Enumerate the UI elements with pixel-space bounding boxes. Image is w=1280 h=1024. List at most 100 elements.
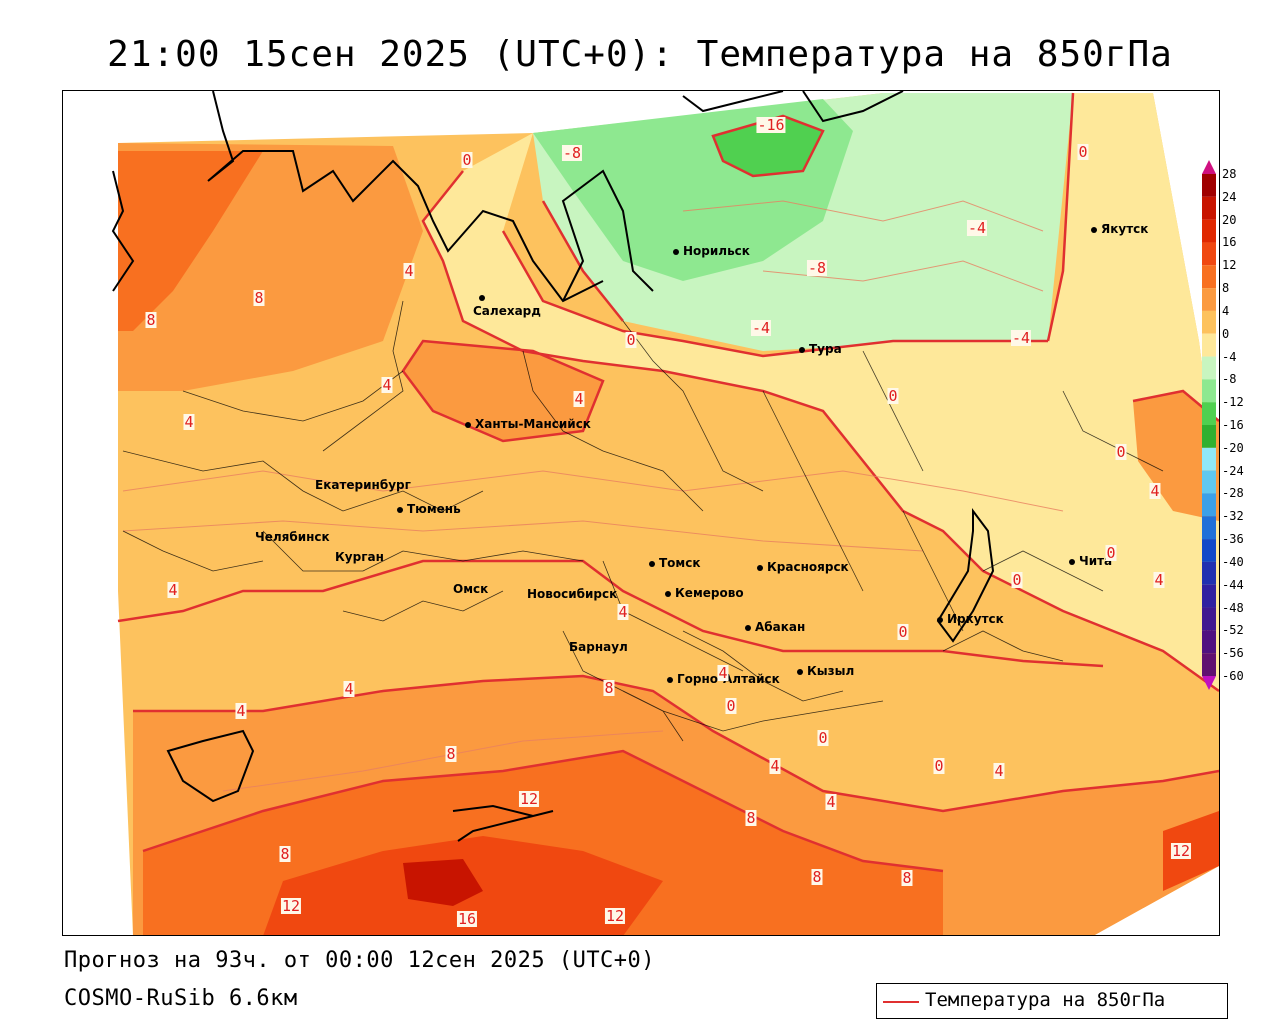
colorbar-tick-label: -12 (1222, 395, 1244, 410)
model-name: COSMO-RuSib 6.6км (64, 986, 298, 1011)
map-canvas (111, 91, 1219, 935)
map-legend: Температура на 850гПа (876, 983, 1228, 1019)
contour-label: -4 (1010, 329, 1032, 347)
contour-label: 4 (769, 757, 781, 775)
colorbar-band (1202, 561, 1216, 585)
colorbar-band (1202, 425, 1216, 448)
map-title: 21:00 15сен 2025 (UTC+0): Температура на… (107, 34, 1173, 75)
city-ekaterinburg: Екатеринбург (315, 478, 411, 492)
contour-label: 8 (279, 845, 291, 863)
contour-label: 0 (1105, 544, 1117, 562)
contour-label: 4 (235, 702, 247, 720)
contour-label: 4 (573, 390, 585, 408)
secondary-contours (122, 200, 1064, 792)
colorbar-tick-label: -56 (1222, 646, 1244, 661)
colorbar-band (1202, 516, 1216, 540)
colorbar-tick-label: 8 (1222, 281, 1230, 296)
colorbar (1202, 160, 1216, 690)
colorbar-tick-label: -48 (1222, 600, 1244, 615)
colorbar-band (1202, 630, 1216, 654)
city-khanty-mansiysk: Ханты-Мансийск (465, 417, 591, 431)
contour-label: 8 (901, 869, 913, 887)
contour-label: 0 (817, 729, 829, 747)
zone-hm-lobe (403, 341, 603, 441)
colorbar-tick-label: -60 (1222, 669, 1244, 683)
colorbar-band (1202, 196, 1216, 220)
contour-label: -16 (756, 116, 786, 134)
contour-label: 8 (603, 679, 615, 697)
zone-pale-yellow (423, 93, 1219, 691)
contour-label: 4 (183, 413, 195, 431)
colorbar-tick-label: -44 (1222, 577, 1244, 592)
colorbar-band (1202, 379, 1216, 403)
colorbar-tick-label: -4 (1222, 349, 1237, 364)
contour-label: 4 (617, 603, 629, 621)
city-krasnoyarsk: Красноярск (757, 560, 849, 574)
contour-label: 0 (887, 387, 899, 405)
colorbar-tick-label: -32 (1222, 509, 1244, 524)
colorbar-band (1202, 310, 1216, 334)
colorbar-band (1202, 493, 1216, 517)
contour-label: 0 (461, 151, 473, 169)
colorbar-tick-label: 16 (1222, 235, 1237, 250)
contour-label: 16 (456, 910, 478, 928)
contour-label: 4 (403, 262, 415, 280)
forecast-info: Прогноз на 93ч. от 00:00 12сен 2025 (UTC… (64, 948, 656, 973)
colorbar-tick-label: -20 (1222, 440, 1244, 455)
contour-label: 4 (717, 664, 729, 682)
colorbar-band (1202, 447, 1216, 471)
admin-borders (122, 300, 1164, 742)
legend-line-swatch (883, 1001, 919, 1003)
colorbar-band (1202, 584, 1216, 608)
colorbar-top-arrow (1202, 160, 1216, 174)
zone-east-orange (1133, 391, 1219, 521)
city-kyzyl: Кызыл (797, 664, 854, 678)
city-omsk: Омск (453, 582, 489, 596)
colorbar-tick-label: 0 (1222, 326, 1230, 341)
city-irkutsk: Иркутск (937, 612, 1004, 626)
colorbar-tick-label: 20 (1222, 212, 1237, 227)
colorbar-band (1202, 470, 1216, 494)
colorbar-tick-label: -24 (1222, 463, 1244, 478)
city-yakutsk: Якутск (1091, 222, 1148, 236)
colorbar-tick-label: -28 (1222, 486, 1244, 501)
zone-west-hot (118, 151, 263, 331)
contour-label: 0 (1011, 571, 1023, 589)
city-kemerovo: Кемерово (665, 586, 744, 600)
temperature-map: Норильск Якутск Салехард Тура Ханты-Манс… (62, 90, 1220, 936)
colorbar-tick-label: -40 (1222, 554, 1244, 569)
colorbar-band (1202, 356, 1216, 380)
contour-label: 0 (1115, 443, 1127, 461)
contour-label: 12 (518, 790, 540, 808)
city-chita: Чита (1069, 554, 1112, 568)
colorbar-tick-label: -16 (1222, 418, 1244, 432)
contour-label: 0 (897, 623, 909, 641)
contour-label: 8 (253, 289, 265, 307)
colorbar-tick-label: -36 (1222, 532, 1244, 547)
colorbar-tick-label: 28 (1222, 167, 1237, 181)
colorbar-band (1202, 265, 1216, 289)
contour-label: 4 (1149, 482, 1161, 500)
city-salekhard-label: Салехард (473, 304, 541, 318)
zone-south-hottest (403, 859, 483, 906)
colorbar-tick-label: 24 (1222, 189, 1237, 204)
city-tura: Тура (799, 342, 842, 356)
city-salekhard (479, 290, 489, 304)
contour-label: 4 (343, 680, 355, 698)
city-tomsk: Томск (649, 556, 701, 570)
colorbar-band (1202, 539, 1216, 562)
city-chelyabinsk: Челябинск (255, 530, 330, 544)
colorbar-bottom-arrow (1202, 676, 1216, 690)
contour-label: 0 (1077, 143, 1089, 161)
contour-label: 0 (625, 331, 637, 349)
colorbar-band (1202, 288, 1216, 311)
city-norilsk: Норильск (673, 244, 750, 258)
colorbar-band (1202, 402, 1216, 425)
city-kurgan: Курган (335, 550, 384, 564)
contour-label: 4 (1153, 571, 1165, 589)
colorbar-tick-label: 12 (1222, 258, 1237, 273)
contour-label: 4 (993, 762, 1005, 780)
legend-label: Температура на 850гПа (925, 989, 1166, 1011)
contour-label: 4 (825, 793, 837, 811)
contour-label: 8 (811, 868, 823, 886)
